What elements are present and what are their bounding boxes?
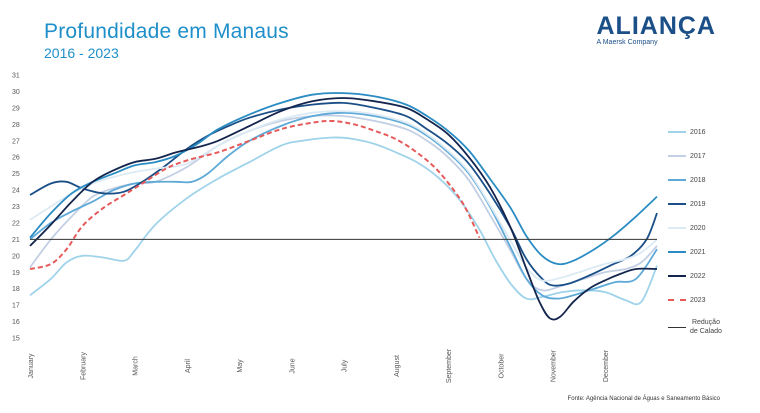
legend-swatch <box>668 131 686 133</box>
legend-label: 2020 <box>690 224 706 232</box>
series-line-2020 <box>29 110 658 282</box>
legend-swatch <box>668 155 686 157</box>
legend-swatch <box>668 179 686 181</box>
y-tick-label: 29 <box>12 105 20 112</box>
x-tick-label: February <box>80 351 87 380</box>
x-tick-label: August <box>394 355 401 377</box>
logo-wordmark: ALIANÇA <box>596 12 716 40</box>
series-line-2021 <box>29 92 658 266</box>
y-tick-label: 31 <box>12 73 20 80</box>
y-tick-label: 17 <box>12 303 20 310</box>
legend-swatch <box>668 299 686 301</box>
legend-item: 2018 <box>668 168 738 192</box>
legend-label: 2017 <box>690 152 706 160</box>
source-note: Fonte: Agência Nacional de Águas e Sanea… <box>567 396 720 402</box>
x-tick-label: January <box>28 353 35 378</box>
series-line-2022 <box>29 97 658 321</box>
legend-item: 2019 <box>668 192 738 216</box>
series-line-2023 <box>29 119 481 270</box>
x-tick-label: July <box>342 359 349 372</box>
y-tick-label: 28 <box>12 122 20 129</box>
legend-item: 2021 <box>668 240 738 264</box>
y-tick-label: 15 <box>12 336 20 343</box>
legend-item: 2023 <box>668 288 738 312</box>
chart-legend: 2016 2017 2018 2019 2020 2021 2022 2023 Redução d… <box>668 120 738 342</box>
legend-swatch <box>668 251 686 253</box>
legend-item: 2017 <box>668 144 738 168</box>
x-tick-label: March <box>133 356 140 376</box>
x-tick-label: April <box>185 359 192 373</box>
y-tick-label: 26 <box>12 155 20 162</box>
y-tick-label: 20 <box>12 253 20 260</box>
y-tick-label: 22 <box>12 220 20 227</box>
series-line-2016 <box>29 136 658 306</box>
legend-label: 2021 <box>690 248 706 256</box>
legend-swatch <box>668 227 686 229</box>
y-tick-label: 18 <box>12 286 20 293</box>
x-tick-label: December <box>603 349 610 382</box>
series-line-2019 <box>29 101 658 287</box>
y-tick-label: 23 <box>12 204 20 211</box>
series-line-2018 <box>29 111 658 300</box>
y-tick-label: 25 <box>12 171 20 178</box>
y-tick-label: 19 <box>12 270 20 277</box>
brand-logo: ALIANÇA A Maersk Company <box>597 12 717 46</box>
legend-item: Redução de Calado <box>668 312 738 342</box>
y-tick-label: 16 <box>12 319 20 326</box>
legend-label: 2019 <box>690 200 706 208</box>
legend-label: 2023 <box>690 296 706 304</box>
logo-tagline: A Maersk Company <box>596 39 658 46</box>
legend-swatch <box>668 275 686 277</box>
legend-swatch <box>668 203 686 205</box>
legend-item: 2022 <box>668 264 738 288</box>
legend-label: 2022 <box>690 272 706 280</box>
legend-label: Redução de Calado <box>690 319 722 335</box>
legend-label: 2018 <box>690 176 706 184</box>
legend-label: 2016 <box>690 128 706 136</box>
y-tick-label: 27 <box>12 138 20 145</box>
x-tick-label: June <box>289 358 296 373</box>
legend-swatch <box>668 326 686 328</box>
x-tick-label: September <box>446 348 453 383</box>
y-tick-label: 21 <box>12 237 20 244</box>
chart-title: Profundidade em Manaus <box>44 20 289 43</box>
chart-subtitle: 2016 - 2023 <box>44 45 119 61</box>
y-tick-label: 30 <box>12 89 20 96</box>
legend-item: 2016 <box>668 120 738 144</box>
y-tick-label: 24 <box>12 188 20 195</box>
legend-item: 2020 <box>668 216 738 240</box>
x-tick-label: May <box>237 359 244 373</box>
x-tick-label: November <box>551 349 558 382</box>
x-tick-label: October <box>498 353 505 379</box>
